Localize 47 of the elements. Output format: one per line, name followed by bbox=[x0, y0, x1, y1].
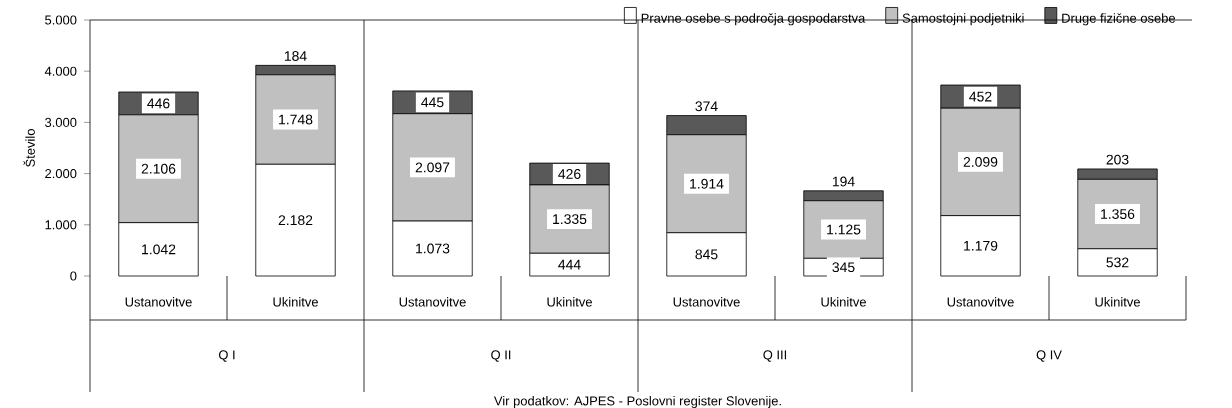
data-label: 452 bbox=[969, 91, 992, 102]
data-label: 444 bbox=[558, 259, 581, 270]
data-label: 203 bbox=[1106, 154, 1129, 165]
x-tick-label: Ukinitve bbox=[821, 297, 866, 307]
data-label: 2.106 bbox=[141, 163, 176, 174]
y-tick-label: 4.000 bbox=[44, 66, 77, 76]
text: Q II bbox=[491, 350, 511, 362]
text: Q IV bbox=[1036, 350, 1062, 362]
y-tick-label: 3.000 bbox=[45, 117, 77, 127]
text: Vir podatkov: AJPES - Poslovni register Slovenije. bbox=[493, 395, 781, 408]
legend-label: Pravne osebe s področja gospodarstva bbox=[641, 13, 866, 26]
data-label: 1.914 bbox=[690, 178, 724, 189]
data-label: 1.356 bbox=[1101, 209, 1135, 219]
data-label: 184 bbox=[284, 51, 307, 61]
data-label: 1.179 bbox=[964, 240, 998, 251]
data-label: 426 bbox=[558, 169, 581, 179]
data-label: 1.125 bbox=[827, 224, 861, 235]
x-tick-label: Ustanovitve bbox=[125, 297, 192, 307]
data-label: 845 bbox=[695, 249, 718, 260]
data-label: 532 bbox=[1106, 257, 1129, 268]
x-tick-label: Ukinitve bbox=[273, 297, 318, 307]
legend-label: Samostojni podjetniki bbox=[902, 13, 1024, 26]
y-tick-label: 5.000 bbox=[45, 15, 77, 25]
data-label: 1.073 bbox=[416, 243, 450, 254]
data-label: 446 bbox=[147, 98, 170, 109]
data-label: 194 bbox=[832, 176, 855, 187]
y-tick-label: 2.000 bbox=[45, 169, 77, 179]
data-label: 2.182 bbox=[278, 215, 313, 226]
text: Q III bbox=[763, 350, 787, 362]
y-axis-title: Število bbox=[23, 129, 35, 167]
legend-label: Druge fizične osebe bbox=[1062, 13, 1176, 26]
data-label: 1.335 bbox=[553, 214, 587, 225]
x-tick-label: Ustanovitve bbox=[947, 297, 1014, 307]
data-label: 374 bbox=[695, 101, 718, 112]
x-tick-label: Ukinitve bbox=[547, 297, 592, 307]
x-tick-label: Ustanovitve bbox=[399, 297, 466, 307]
data-label: 2.097 bbox=[415, 162, 450, 173]
data-label: 1.042 bbox=[142, 244, 176, 255]
data-label: 1.748 bbox=[279, 114, 313, 125]
data-label: 2.099 bbox=[963, 156, 998, 167]
data-label: 445 bbox=[421, 97, 444, 108]
y-tick-label: 1.000 bbox=[45, 220, 77, 230]
text: Q I bbox=[218, 350, 235, 362]
data-label: 345 bbox=[832, 262, 855, 273]
y-tick-label: 0 bbox=[70, 271, 77, 281]
x-tick-label: Ukinitve bbox=[1095, 297, 1140, 307]
x-tick-label: Ustanovitve bbox=[673, 297, 740, 307]
